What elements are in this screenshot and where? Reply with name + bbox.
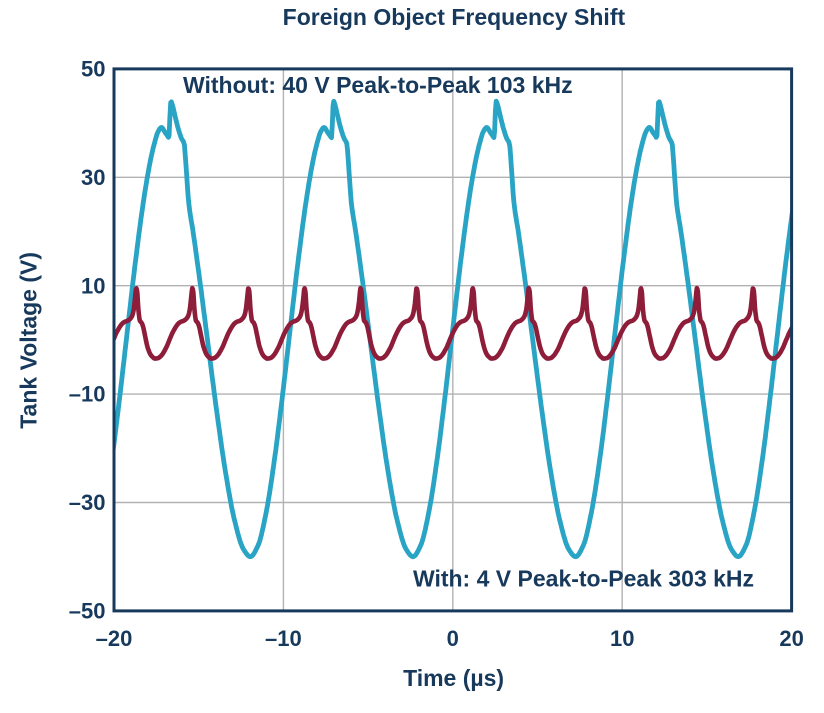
svg-text:With: 4 V Peak-to-Peak 303 kHz: With: 4 V Peak-to-Peak 303 kHz: [413, 566, 754, 592]
svg-text:–10: –10: [69, 382, 106, 407]
svg-text:30: 30: [81, 165, 105, 190]
svg-text:–20: –20: [96, 626, 133, 651]
svg-text:0: 0: [447, 626, 459, 651]
svg-text:Tank Voltage (V): Tank Voltage (V): [16, 252, 42, 429]
svg-text:10: 10: [610, 626, 634, 651]
svg-text:–10: –10: [265, 626, 302, 651]
svg-text:–30: –30: [69, 490, 106, 515]
svg-text:20: 20: [779, 626, 803, 651]
svg-text:–50: –50: [69, 599, 106, 624]
svg-text:Without: 40 V Peak-to-Peak 103: Without: 40 V Peak-to-Peak 103 kHz: [183, 72, 573, 98]
svg-text:50: 50: [81, 57, 105, 82]
svg-text:Foreign Object Frequency Shift: Foreign Object Frequency Shift: [283, 4, 626, 30]
svg-text:10: 10: [81, 273, 105, 298]
svg-text:Time (µs): Time (µs): [403, 665, 504, 691]
